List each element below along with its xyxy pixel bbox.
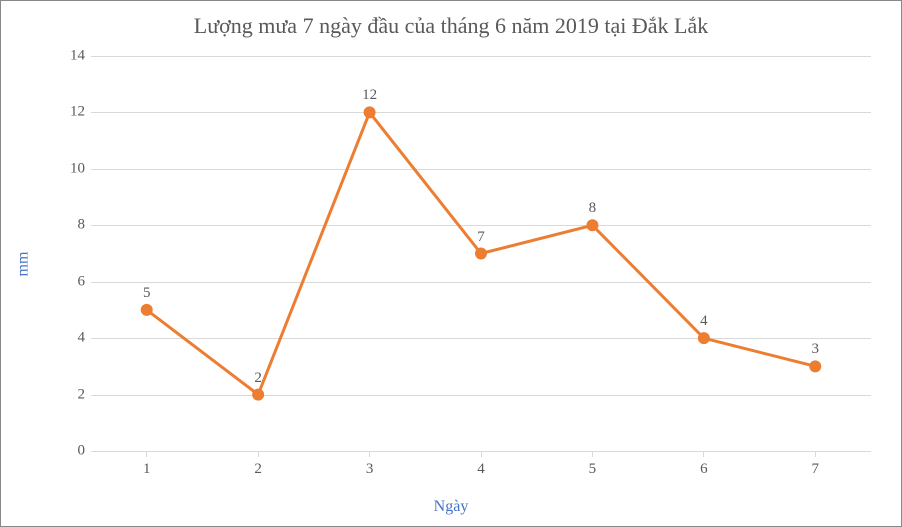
data-label: 12 xyxy=(362,87,377,104)
data-marker xyxy=(475,248,487,260)
chart-title: Lượng mưa 7 ngày đầu của tháng 6 năm 201… xyxy=(1,13,901,39)
data-marker xyxy=(141,304,153,316)
chart-container: Lượng mưa 7 ngày đầu của tháng 6 năm 201… xyxy=(0,0,902,527)
x-tick-mark xyxy=(258,451,259,457)
x-tick-mark xyxy=(369,451,370,457)
x-tick-mark xyxy=(481,451,482,457)
y-tick-label: 4 xyxy=(61,330,85,347)
x-tick-label: 4 xyxy=(477,461,485,478)
x-axis-title: Ngày xyxy=(1,498,901,516)
data-label: 8 xyxy=(589,200,597,217)
y-tick-label: 14 xyxy=(61,48,85,65)
data-marker xyxy=(586,219,598,231)
y-tick-label: 10 xyxy=(61,160,85,177)
plot-area: 02468101214123456752127843 xyxy=(91,56,871,451)
y-tick-label: 8 xyxy=(61,217,85,234)
x-tick-mark xyxy=(703,451,704,457)
y-tick-label: 6 xyxy=(61,273,85,290)
y-axis-title: mm xyxy=(14,251,32,276)
data-marker xyxy=(364,106,376,118)
data-marker xyxy=(252,389,264,401)
x-tick-label: 1 xyxy=(143,461,151,478)
x-tick-label: 7 xyxy=(812,461,820,478)
x-tick-mark xyxy=(592,451,593,457)
data-label: 4 xyxy=(700,313,708,330)
x-tick-label: 3 xyxy=(366,461,374,478)
y-tick-label: 0 xyxy=(61,443,85,460)
x-tick-mark xyxy=(815,451,816,457)
x-tick-label: 5 xyxy=(589,461,597,478)
y-tick-label: 2 xyxy=(61,386,85,403)
data-label: 3 xyxy=(812,341,820,358)
data-label: 2 xyxy=(254,370,262,387)
data-marker xyxy=(698,332,710,344)
x-tick-label: 6 xyxy=(700,461,708,478)
data-label: 7 xyxy=(477,229,485,246)
data-label: 5 xyxy=(143,285,151,302)
line-series xyxy=(91,56,871,451)
data-marker xyxy=(809,360,821,372)
x-tick-label: 2 xyxy=(254,461,262,478)
x-tick-mark xyxy=(146,451,147,457)
y-tick-label: 12 xyxy=(61,104,85,121)
